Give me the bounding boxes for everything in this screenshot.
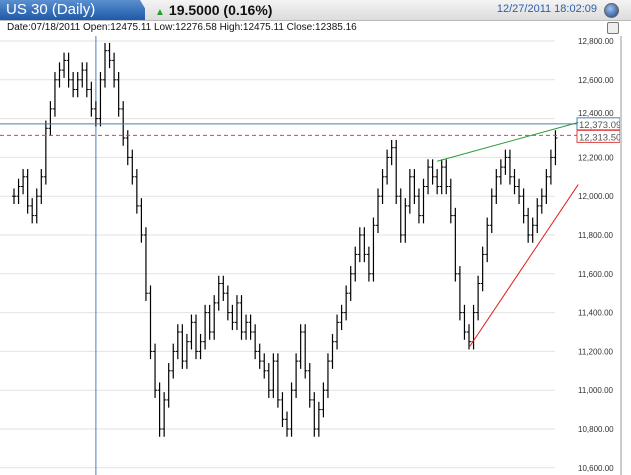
options-button[interactable]	[604, 3, 619, 18]
change-value: 19.5000 (0.16%)	[168, 2, 273, 18]
header-bar: US 30 (Daily) ▲ 19.5000 (0.16%) 12/27/201…	[0, 0, 631, 21]
y-tick-label: 12,400.00	[578, 109, 614, 118]
y-tick-label: 11,200.00	[578, 347, 614, 356]
y-tick-label: 11,400.00	[578, 309, 614, 318]
trendline	[468, 184, 579, 348]
up-triangle-icon: ▲	[155, 7, 165, 18]
y-tick-label: 12,000.00	[578, 192, 614, 201]
y-tick-label: 12,600.00	[578, 76, 614, 85]
level-label: 12,373.09	[579, 120, 621, 131]
price-change: ▲ 19.5000 (0.16%)	[155, 0, 272, 20]
y-tick-label: 11,600.00	[578, 270, 614, 279]
symbol-title: US 30 (Daily)	[6, 1, 96, 18]
y-tick-label: 11,000.00	[578, 386, 614, 395]
right-border	[620, 36, 622, 475]
datetime: 12/27/2011 18:02:09	[496, 3, 597, 15]
minimize-button[interactable]	[607, 22, 619, 34]
y-tick-label: 10,800.00	[578, 425, 614, 434]
y-tick-label: 10,600.00	[578, 464, 614, 473]
y-tick-label: 12,800.00	[578, 37, 614, 46]
y-tick-label: 12,200.00	[578, 153, 614, 162]
ohlc-info: Date:07/18/2011 Open:12475.11 Low:12276.…	[7, 22, 357, 33]
y-tick-label: 11,800.00	[578, 231, 614, 240]
level-label: 12,313.50	[579, 132, 621, 143]
trendline	[437, 121, 579, 162]
symbol-tab[interactable]: US 30 (Daily)	[0, 0, 145, 20]
